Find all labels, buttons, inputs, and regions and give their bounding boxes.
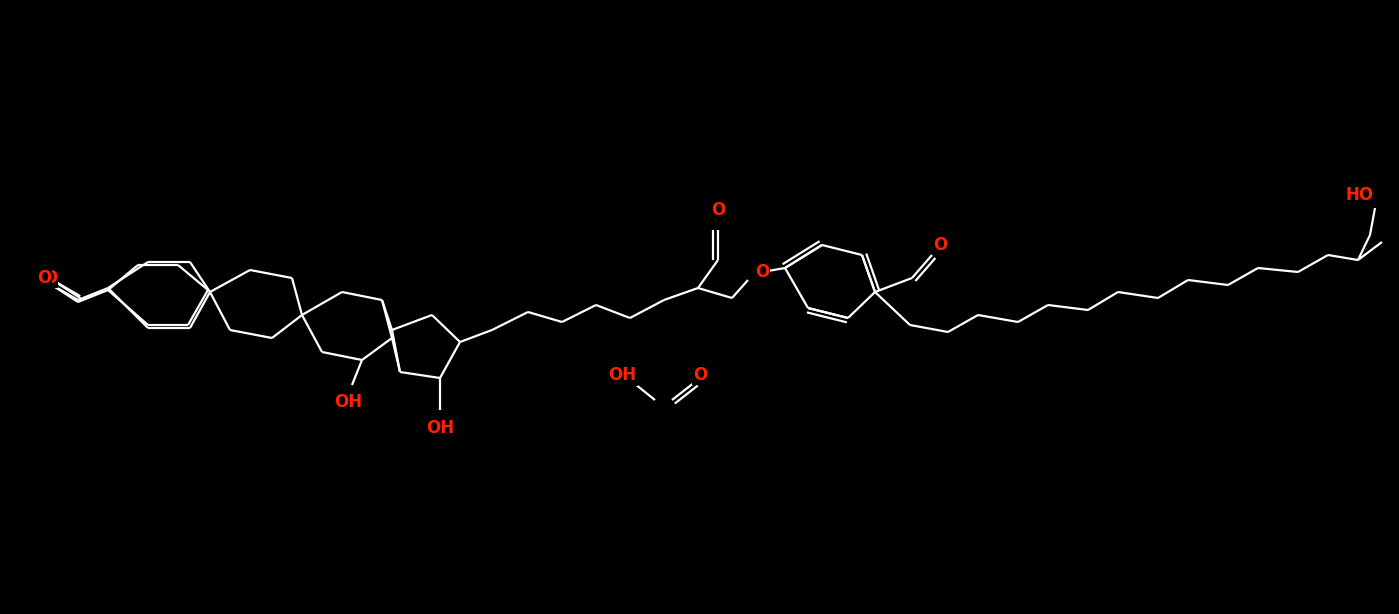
Text: OH: OH xyxy=(425,419,455,437)
Text: O: O xyxy=(693,366,706,384)
Text: O: O xyxy=(43,269,57,287)
Text: HO: HO xyxy=(1346,186,1374,204)
Text: O: O xyxy=(755,263,769,281)
Text: O: O xyxy=(711,201,725,219)
Text: O: O xyxy=(36,269,52,287)
Text: OH: OH xyxy=(609,366,637,384)
Text: O: O xyxy=(933,236,947,254)
Text: OH: OH xyxy=(334,393,362,411)
